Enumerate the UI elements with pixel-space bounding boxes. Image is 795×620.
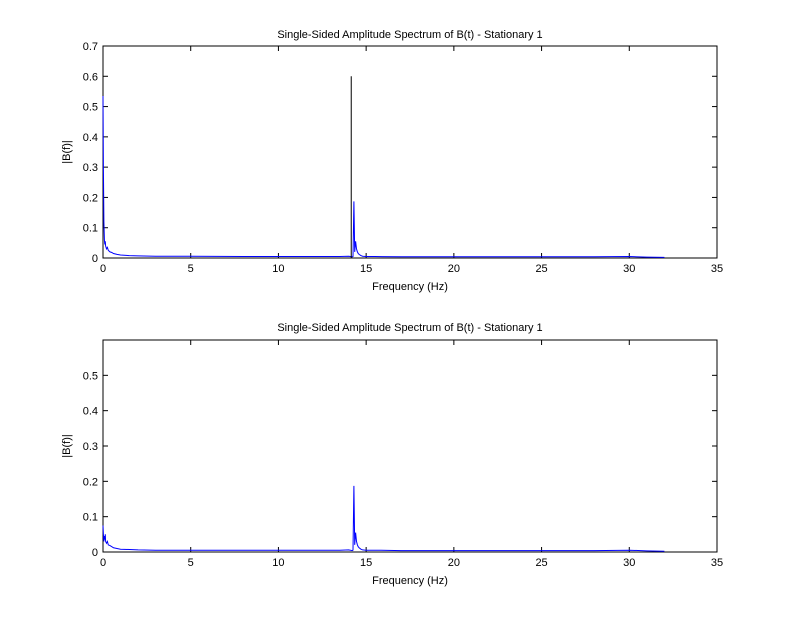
plot-top-series: [102, 76, 665, 258]
plot-bottom-series: [102, 485, 665, 552]
plot-bottom-x-ticks: 0 5 10 15 20 25 30 35: [100, 340, 723, 569]
plot-top-x-tick-label: 15: [360, 263, 372, 275]
plot-bottom-y-tick-label: 0.3: [83, 441, 98, 453]
plot-bottom-x-tick-label: 20: [448, 557, 460, 569]
plot-bottom-x-tick-label: 0: [100, 557, 106, 569]
plot-bottom-y-ticks: 0 0.1 0.2 0.3 0.4 0.5: [83, 370, 717, 559]
plot-bottom-y-tick-label: 0.1: [83, 512, 98, 524]
plot-top-y-tick-label: 0.5: [83, 102, 98, 114]
plot-bottom-x-tick-label: 15: [360, 557, 372, 569]
plot-top-x-axis-label: Frequency (Hz): [372, 281, 448, 293]
plot-top-x-tick-label: 5: [188, 263, 194, 275]
plot-top-x-tick-label: 25: [535, 263, 547, 275]
plot-bottom-title: Single-Sided Amplitude Spectrum of B(t) …: [277, 322, 542, 334]
plot-bottom-y-tick-label: 0.2: [83, 476, 98, 488]
plot-bottom: Single-Sided Amplitude Spectrum of B(t) …: [61, 322, 723, 587]
plot-top-y-axis-label: |B(f)|: [61, 140, 73, 163]
plot-top-y-tick-label: 0.3: [83, 162, 98, 174]
plot-bottom-x-tick-label: 10: [272, 557, 284, 569]
plot-bottom-x-tick-label: 30: [623, 557, 635, 569]
plot-top-y-tick-label: 0.4: [83, 132, 98, 144]
plot-bottom-y-axis-label: |B(f)|: [61, 434, 73, 457]
plot-top-y-tick-label: 0.7: [83, 41, 98, 53]
plot-bottom-x-tick-label: 35: [711, 557, 723, 569]
plot-bottom-series-0-line: [102, 485, 665, 552]
plot-top-y-tick-label: 0.1: [83, 223, 98, 235]
plot-top-x-tick-label: 0: [100, 263, 106, 275]
plot-bottom-y-tick-label: 0.4: [83, 406, 98, 418]
plot-top-axes-box: [102, 45, 718, 259]
plot-bottom-y-tick-label: 0: [92, 547, 98, 559]
plot-top-x-tick-label: 30: [623, 263, 635, 275]
plot-bottom-x-axis-label: Frequency (Hz): [372, 575, 448, 587]
plot-bottom-x-tick-label: 25: [535, 557, 547, 569]
plot-top-title: Single-Sided Amplitude Spectrum of B(t) …: [277, 29, 542, 41]
plot-top: Single-Sided Amplitude Spectrum of B(t) …: [61, 29, 723, 293]
plot-top-x-tick-label: 10: [272, 263, 284, 275]
plot-top-y-tick-label: 0.2: [83, 192, 98, 204]
plot-top-x-ticks: 0 5 10 15 20 25 30 35: [100, 46, 723, 275]
plot-top-x-tick-label: 20: [448, 263, 460, 275]
plot-top-y-tick-label: 0: [92, 253, 98, 265]
plot-top-y-ticks: 0 0.1 0.2 0.3 0.4 0.5 0.6 0.7: [83, 41, 717, 265]
plot-bottom-x-tick-label: 5: [188, 557, 194, 569]
plot-top-series-0-line: [102, 95, 665, 258]
plot-top-y-tick-label: 0.6: [83, 71, 98, 83]
plot-bottom-axes-box: [102, 339, 718, 553]
plot-bottom-y-tick-label: 0.5: [83, 370, 98, 382]
plot-top-x-tick-label: 35: [711, 263, 723, 275]
